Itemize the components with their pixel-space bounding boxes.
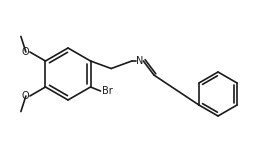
Text: Br: Br: [102, 86, 112, 96]
Text: N: N: [136, 56, 144, 66]
Text: O: O: [21, 47, 29, 57]
Text: O: O: [21, 91, 29, 101]
